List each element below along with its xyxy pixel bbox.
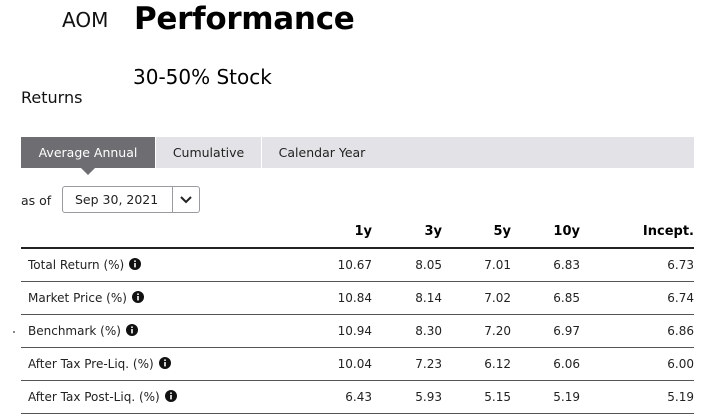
value-10y: 6.06 <box>511 347 580 381</box>
page-title: Performance <box>134 1 355 37</box>
row-cell-group: Benchmark (%) 10.94 <box>21 314 372 348</box>
column-header-3y: 3y <box>372 216 442 249</box>
chevron-down-icon[interactable] <box>172 187 199 212</box>
column-header-1y: 1y <box>21 216 372 249</box>
value-10y: 6.83 <box>511 248 580 282</box>
value-1y: 6.43 <box>345 390 372 404</box>
value-inception: 6.00 <box>580 347 694 381</box>
info-icon[interactable] <box>158 356 171 372</box>
value-3y: 7.23 <box>372 347 442 381</box>
value-inception: 5.19 <box>580 380 694 414</box>
row-label: Total Return (%) <box>21 257 142 273</box>
section-heading-returns: Returns <box>21 88 83 107</box>
column-header-10y: 10y <box>511 216 580 249</box>
row-label: After Tax Pre-Liq. (%) <box>21 356 171 372</box>
column-header-5y: 5y <box>442 216 511 249</box>
row-label: Benchmark (%) <box>21 323 138 339</box>
as-of-date-value: Sep 30, 2021 <box>75 192 159 207</box>
row-cell-group: Market Price (%) 10.84 <box>21 281 372 315</box>
value-inception: 6.74 <box>580 281 694 315</box>
fund-subtitle: 30-50% Stock <box>133 65 272 89</box>
as-of-label: as of <box>21 193 52 208</box>
value-5y: 6.12 <box>442 347 511 381</box>
table-row: After Tax Pre-Liq. (%) 10.04 7.23 6.12 6… <box>21 347 694 381</box>
row-cell-group: After Tax Post-Liq. (%) 6.43 <box>21 380 372 414</box>
value-5y: 7.01 <box>442 248 511 282</box>
table-header-row: 1y 3y 5y 10y Incept. <box>21 216 694 249</box>
value-3y: 8.14 <box>372 281 442 315</box>
value-10y: 6.97 <box>511 314 580 348</box>
value-5y: 7.02 <box>442 281 511 315</box>
value-1y: 10.94 <box>337 324 372 338</box>
as-of-date-select[interactable]: Sep 30, 2021 <box>62 186 200 213</box>
value-inception: 6.86 <box>580 314 694 348</box>
value-1y: 10.04 <box>337 357 372 371</box>
value-10y: 6.85 <box>511 281 580 315</box>
column-header-inception: Incept. <box>580 216 694 249</box>
value-5y: 5.15 <box>442 380 511 414</box>
value-5y: 7.20 <box>442 314 511 348</box>
value-inception: 6.73 <box>580 248 694 282</box>
value-10y: 5.19 <box>511 380 580 414</box>
info-icon[interactable] <box>129 257 142 273</box>
row-label: After Tax Post-Liq. (%) <box>21 389 177 405</box>
fund-ticker: AOM <box>62 8 109 32</box>
value-3y: 8.30 <box>372 314 442 348</box>
value-1y: 10.84 <box>337 291 372 305</box>
row-cell-group: After Tax Pre-Liq. (%) 10.04 <box>21 347 372 381</box>
tab-average-annual[interactable]: Average Annual <box>21 137 156 175</box>
info-icon[interactable] <box>164 389 177 405</box>
value-3y: 5.93 <box>372 380 442 414</box>
row-label: Market Price (%) <box>21 290 144 306</box>
value-1y: 10.67 <box>337 258 372 272</box>
table-row: Benchmark (%) 10.94 8.30 7.20 6.97 6.86 <box>21 314 694 348</box>
info-icon[interactable] <box>131 290 144 306</box>
returns-table: 1y 3y 5y 10y Incept. Total Return (%) 10… <box>21 216 694 414</box>
decorative-dot <box>13 331 15 333</box>
table-row: Market Price (%) 10.84 8.14 7.02 6.85 6.… <box>21 281 694 315</box>
info-icon[interactable] <box>125 323 138 339</box>
tab-calendar-year[interactable]: Calendar Year <box>278 145 366 160</box>
row-cell-group: Total Return (%) 10.67 <box>21 248 372 282</box>
table-row: Total Return (%) 10.67 8.05 7.01 6.83 6.… <box>21 248 694 282</box>
value-3y: 8.05 <box>372 248 442 282</box>
returns-tab-bar: Average Annual Cumulative Calendar Year <box>21 137 694 175</box>
table-row: After Tax Post-Liq. (%) 6.43 5.93 5.15 5… <box>21 380 694 414</box>
tab-cumulative[interactable]: Cumulative <box>156 137 262 168</box>
